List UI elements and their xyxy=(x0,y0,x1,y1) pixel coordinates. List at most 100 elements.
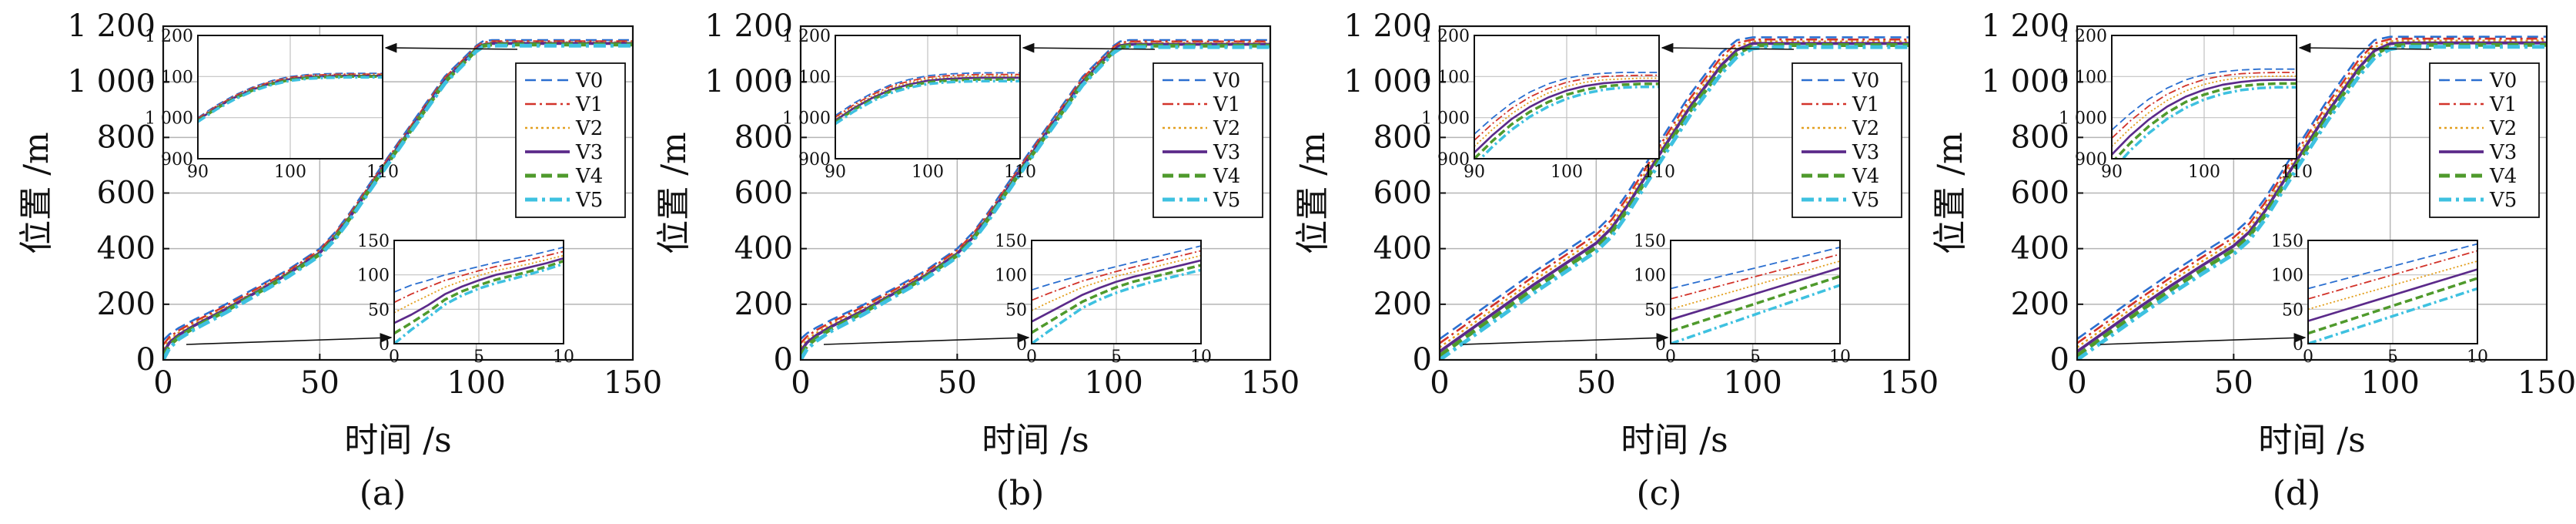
inset-y-tick-label: 50 xyxy=(1644,301,1666,320)
series-line-v2 xyxy=(835,75,1020,120)
inset-y-tick-label: 100 xyxy=(2271,267,2303,286)
inset-y-tick-label: 1 100 xyxy=(782,68,831,87)
inset-pointer-arrow xyxy=(2298,42,2432,53)
panel-label: (b) xyxy=(996,474,1045,513)
inset-y-tick-label: 1 100 xyxy=(2059,68,2107,87)
inset-y-tick-label: 900 xyxy=(161,150,193,170)
inset-frame xyxy=(835,35,1021,160)
series-line-v1 xyxy=(1474,74,1659,141)
series-line-v5 xyxy=(2077,45,2547,360)
series-line-v4 xyxy=(1032,264,1201,334)
y-tick-label: 800 xyxy=(97,119,156,155)
series-line-v1 xyxy=(1032,250,1201,301)
inset-top-left: 90 100 110 900 1 000 1 100 1 200 xyxy=(145,27,518,182)
x-tick-label: 100 xyxy=(2360,365,2419,401)
inset-y-tick-label: 1 000 xyxy=(1421,109,1470,129)
inset-x-tick-label: 0 xyxy=(2303,348,2313,367)
x-tick-label: 150 xyxy=(2517,365,2576,401)
inset-frame xyxy=(1670,240,1841,344)
y-tick-label: 600 xyxy=(2011,176,2069,211)
legend-label: V3 xyxy=(1213,141,1240,164)
y-tick-label: 200 xyxy=(734,287,793,322)
y-tick-label: 1 000 xyxy=(1981,64,2069,99)
inset-y-tick-label: 900 xyxy=(2075,150,2107,170)
series-line-v1 xyxy=(835,73,1020,118)
inset-y-tick-label: 150 xyxy=(2271,232,2303,251)
series-line-v1 xyxy=(163,40,633,346)
inset-pointer-arrow xyxy=(1462,333,1669,345)
inset-y-tick-label: 50 xyxy=(368,301,390,320)
series-line-v3 xyxy=(835,76,1020,122)
y-tick-label: 1 200 xyxy=(1981,8,2069,44)
x-tick-label: 150 xyxy=(1880,365,1939,401)
legend-label: V4 xyxy=(1852,165,1879,188)
y-tick-label: 0 xyxy=(774,342,793,378)
legend-box xyxy=(1791,62,1902,218)
inset-x-tick-label: 10 xyxy=(1829,348,1851,367)
x-tick-label: 100 xyxy=(1723,365,1781,401)
series-line-v3 xyxy=(1032,259,1201,323)
series-line-v0 xyxy=(801,39,1270,340)
inset-x-tick-label: 100 xyxy=(912,163,944,182)
series-group xyxy=(1440,36,1909,360)
inset-y-tick-label: 1 000 xyxy=(145,109,193,129)
inset-x-tick-label: 5 xyxy=(1111,348,1122,367)
y-axis-label: 位置 /m xyxy=(654,132,694,254)
series-line-v0 xyxy=(2308,243,2477,290)
y-tick-label: 1 200 xyxy=(704,8,793,44)
legend-label: V2 xyxy=(1852,117,1879,140)
inset-y-tick-label: 1 000 xyxy=(782,109,831,129)
legend-label: V5 xyxy=(1852,189,1879,212)
inset-y-tick-label: 100 xyxy=(995,267,1027,286)
series-line-v0 xyxy=(835,72,1020,116)
inset-y-tick-label: 50 xyxy=(1005,301,1027,320)
y-axis-label: 位置 /m xyxy=(1931,132,1970,254)
legend-label: V1 xyxy=(1852,93,1879,116)
series-line-v2 xyxy=(1032,254,1201,311)
inset-x-tick-label: 0 xyxy=(1665,348,1676,367)
series-group xyxy=(198,72,383,123)
series-line-v5 xyxy=(1478,85,1659,159)
inset-frame xyxy=(393,240,564,344)
x-tick-label: 50 xyxy=(938,365,977,401)
x-tick-label: 150 xyxy=(1241,365,1300,401)
x-tick-label: 150 xyxy=(604,365,662,401)
legend-label: V1 xyxy=(2489,93,2517,116)
legend-label: V2 xyxy=(1213,117,1240,140)
series-line-v2 xyxy=(1440,40,1909,348)
series-line-v2 xyxy=(2077,39,2547,348)
inset-frame xyxy=(2307,240,2478,344)
inset-pointer-arrow xyxy=(1022,42,1156,53)
series-group xyxy=(1671,247,1840,344)
x-tick-label: 0 xyxy=(153,365,172,401)
x-tick-label: 0 xyxy=(2067,365,2086,401)
inset-x-tick-label: 10 xyxy=(1190,348,1212,367)
y-tick-label: 400 xyxy=(97,231,156,267)
x-axis-label: 时间 /s xyxy=(344,421,451,460)
inset-y-tick-label: 900 xyxy=(798,150,831,170)
inset-x-tick-label: 110 xyxy=(1643,163,1675,182)
inset-x-tick-label: 10 xyxy=(2467,348,2488,367)
y-tick-label: 600 xyxy=(97,176,156,211)
legend-label: V1 xyxy=(1213,93,1240,116)
inset-y-tick-label: 1 200 xyxy=(145,27,193,46)
x-tick-label: 0 xyxy=(791,365,810,401)
inset-x-tick-label: 0 xyxy=(389,348,400,367)
inset-frame xyxy=(1474,35,1660,160)
inset-y-tick-label: 1 000 xyxy=(2059,109,2107,129)
legend-label: V3 xyxy=(575,141,603,164)
inset-y-tick-label: 1 200 xyxy=(1421,27,1470,46)
series-line-v1 xyxy=(2308,250,2477,300)
series-group xyxy=(1474,72,1659,159)
inset-y-tick-label: 900 xyxy=(1437,150,1470,170)
inset-top-left: 90 100 110 900 1 000 1 100 1 200 xyxy=(782,27,1156,182)
inset-pointer-arrow xyxy=(823,333,1030,345)
y-tick-label: 400 xyxy=(1373,231,1432,267)
inset-pointer-arrow xyxy=(186,333,393,345)
series-line-v5 xyxy=(1440,45,1909,360)
